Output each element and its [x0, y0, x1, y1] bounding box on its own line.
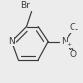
Text: -: -	[75, 25, 78, 34]
Text: O: O	[70, 23, 77, 32]
Text: O: O	[70, 50, 77, 59]
Text: N: N	[8, 37, 15, 46]
Text: N: N	[61, 37, 68, 46]
Text: Br: Br	[20, 1, 30, 10]
Text: +: +	[66, 42, 72, 47]
